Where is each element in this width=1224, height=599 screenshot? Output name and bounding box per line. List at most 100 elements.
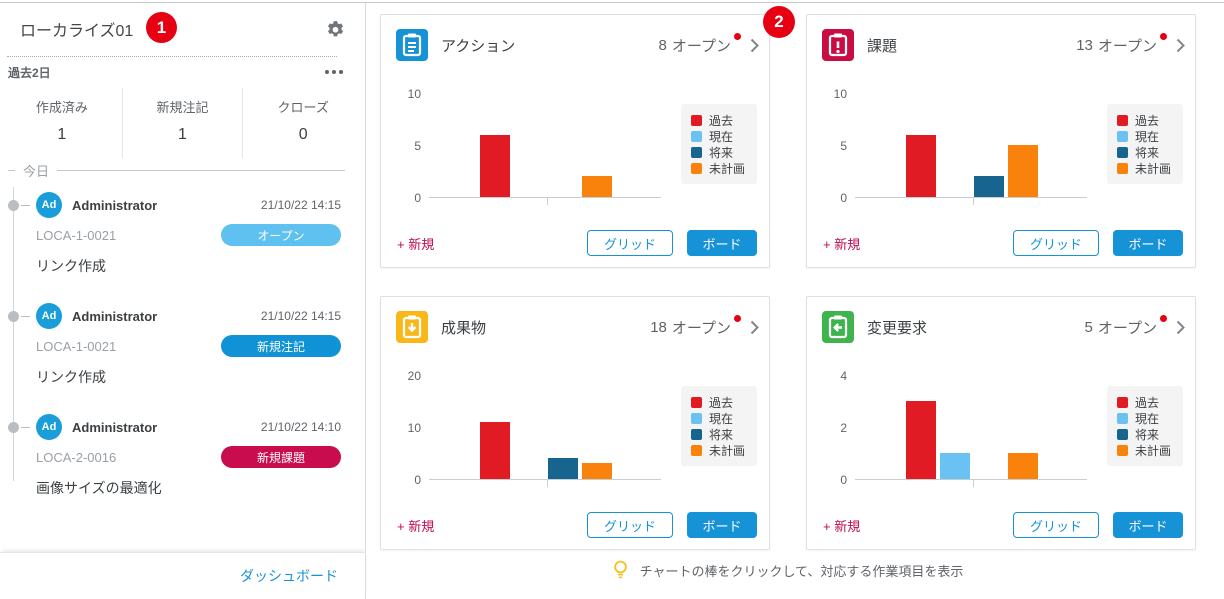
bar-chart: 0 2 4 過去 現在 将来 未計画 xyxy=(807,297,1195,549)
legend-item: 将来 xyxy=(1116,426,1171,442)
work-item-link[interactable]: LOCA-1-0021 xyxy=(36,338,117,354)
y-axis: 0 5 10 xyxy=(389,87,421,205)
chart-bar[interactable] xyxy=(974,176,1004,197)
card-issues: 課題 13 オープン 0 5 10 過去 現在 将来 未計画 + 新規 グリッド ボード xyxy=(806,14,1196,268)
event-timestamp: 21/10/22 14:15 xyxy=(260,309,341,323)
chart-bar[interactable] xyxy=(582,463,612,479)
chevron-right-icon[interactable] xyxy=(750,38,759,53)
legend-swatch xyxy=(1116,444,1128,456)
open-count-label: オープン xyxy=(671,319,731,337)
work-item-link[interactable]: LOCA-2-0016 xyxy=(36,449,117,465)
grid-view-button[interactable]: グリッド xyxy=(587,230,673,256)
grid-view-button[interactable]: グリッド xyxy=(1013,230,1099,256)
timeline-rail xyxy=(13,187,14,481)
legend-swatch xyxy=(1116,130,1128,142)
event-description: 画像サイズの最適化 xyxy=(36,480,162,496)
legend-label: 現在 xyxy=(1134,411,1159,426)
chart-bar[interactable] xyxy=(480,134,510,197)
event-description: リンク作成 xyxy=(36,258,106,274)
open-count-number: 8 xyxy=(658,36,667,54)
chart-legend: 過去 現在 将来 未計画 xyxy=(680,104,757,184)
legend-swatch xyxy=(690,396,702,408)
board-view-button[interactable]: ボード xyxy=(1113,230,1183,256)
legend-label: 現在 xyxy=(708,411,733,426)
event-mid-row: LOCA-1-0021 新規注記 xyxy=(36,335,341,357)
open-count-link[interactable]: 13 オープン xyxy=(1076,32,1167,56)
event-user: Administrator xyxy=(72,308,158,324)
board-view-button[interactable]: ボード xyxy=(687,512,757,538)
chart-bar[interactable] xyxy=(906,401,936,479)
card-header: 課題 13 オープン xyxy=(822,29,1185,61)
card-title: 変更要求 xyxy=(867,319,928,337)
stat-label: 新規注記 xyxy=(156,100,209,115)
legend-item: 未計画 xyxy=(690,160,745,176)
new-item-link[interactable]: + 新規 xyxy=(397,518,435,534)
notification-dot xyxy=(734,32,741,40)
legend-label: 過去 xyxy=(708,113,733,128)
legend-item: 過去 xyxy=(1116,394,1171,410)
clipboard-arrow-down-icon xyxy=(396,311,428,343)
board-view-button[interactable]: ボード xyxy=(687,230,757,256)
card-footer: + 新規 グリッド ボード xyxy=(823,512,1183,538)
settings-button[interactable] xyxy=(326,20,345,39)
y-axis-tick-label: 0 xyxy=(414,191,421,205)
dashboard-link[interactable]: ダッシュボード xyxy=(240,568,338,584)
hint-bar: チャートの棒をクリックして、対応する作業項目を表示 xyxy=(380,560,1196,580)
x-axis-tick xyxy=(547,198,548,205)
grid-view-button[interactable]: グリッド xyxy=(587,512,673,538)
summary-stats: 作成済み 1 新規注記 1 クローズ 0 xyxy=(2,88,363,158)
legend-label: 将来 xyxy=(1134,427,1159,442)
legend-label: 過去 xyxy=(1134,113,1159,128)
board-view-button[interactable]: ボード xyxy=(1113,512,1183,538)
more-options-button[interactable] xyxy=(325,66,343,78)
legend-swatch xyxy=(1116,396,1128,408)
card-footer: + 新規 グリッド ボード xyxy=(397,230,757,256)
legend-swatch xyxy=(690,130,702,142)
open-count-label: オープン xyxy=(671,37,731,55)
new-item-link[interactable]: + 新規 xyxy=(397,236,435,252)
grid-view-button[interactable]: グリッド xyxy=(1013,512,1099,538)
new-item-link[interactable]: + 新規 xyxy=(823,518,861,534)
legend-label: 現在 xyxy=(1134,129,1159,144)
card-deliverables: 成果物 18 オープン 0 10 20 過去 現在 将来 未計画 + 新規 グリッド ボー… xyxy=(380,296,770,550)
stat-value: 0 xyxy=(298,126,308,143)
chart-bar[interactable] xyxy=(582,176,612,197)
open-count-link[interactable]: 18 オープン xyxy=(650,314,741,338)
notification-dot xyxy=(1160,314,1167,322)
chart-bar[interactable] xyxy=(1008,145,1038,197)
event-user: Administrator xyxy=(72,419,158,435)
event-mid-row: LOCA-1-0021 オープン xyxy=(36,224,341,246)
open-count-link[interactable]: 5 オープン xyxy=(1085,314,1167,338)
legend-swatch xyxy=(690,162,702,174)
chart-bar[interactable] xyxy=(906,134,936,197)
legend-swatch xyxy=(690,444,702,456)
chevron-right-icon[interactable] xyxy=(750,320,759,335)
open-count-link[interactable]: 8 オープン xyxy=(658,32,741,56)
timeline-header-line xyxy=(57,170,345,171)
chart-bar[interactable] xyxy=(940,453,970,479)
new-item-link[interactable]: + 新規 xyxy=(823,236,861,252)
legend-swatch xyxy=(1116,428,1128,440)
legend-label: 現在 xyxy=(708,129,733,144)
chart-bar[interactable] xyxy=(548,458,578,479)
avatar: Ad xyxy=(36,192,62,218)
event-top-row: Ad Administrator 21/10/22 14:10 xyxy=(36,414,341,440)
stat-created: 作成済み 1 xyxy=(2,88,122,158)
chevron-right-icon[interactable] xyxy=(1176,38,1185,53)
event-description: リンク作成 xyxy=(36,369,106,385)
legend-label: 未計画 xyxy=(708,161,745,176)
chart-bar[interactable] xyxy=(480,421,510,479)
y-axis: 0 5 10 xyxy=(815,87,847,205)
x-axis-tick xyxy=(973,480,974,487)
open-count-label: オープン xyxy=(1097,319,1157,337)
legend-item: 将来 xyxy=(1116,144,1171,160)
event-user: Administrator xyxy=(72,197,158,213)
chevron-right-icon[interactable] xyxy=(1176,320,1185,335)
legend-item: 過去 xyxy=(690,112,745,128)
event-list: Ad Administrator 21/10/22 14:15 LOCA-1-0… xyxy=(8,192,341,525)
work-item-link[interactable]: LOCA-1-0021 xyxy=(36,227,117,243)
y-axis-tick-label: 0 xyxy=(840,473,847,487)
event-top-row: Ad Administrator 21/10/22 14:15 xyxy=(36,303,341,329)
chart-bar[interactable] xyxy=(1008,453,1038,479)
x-axis-tick xyxy=(973,198,974,205)
